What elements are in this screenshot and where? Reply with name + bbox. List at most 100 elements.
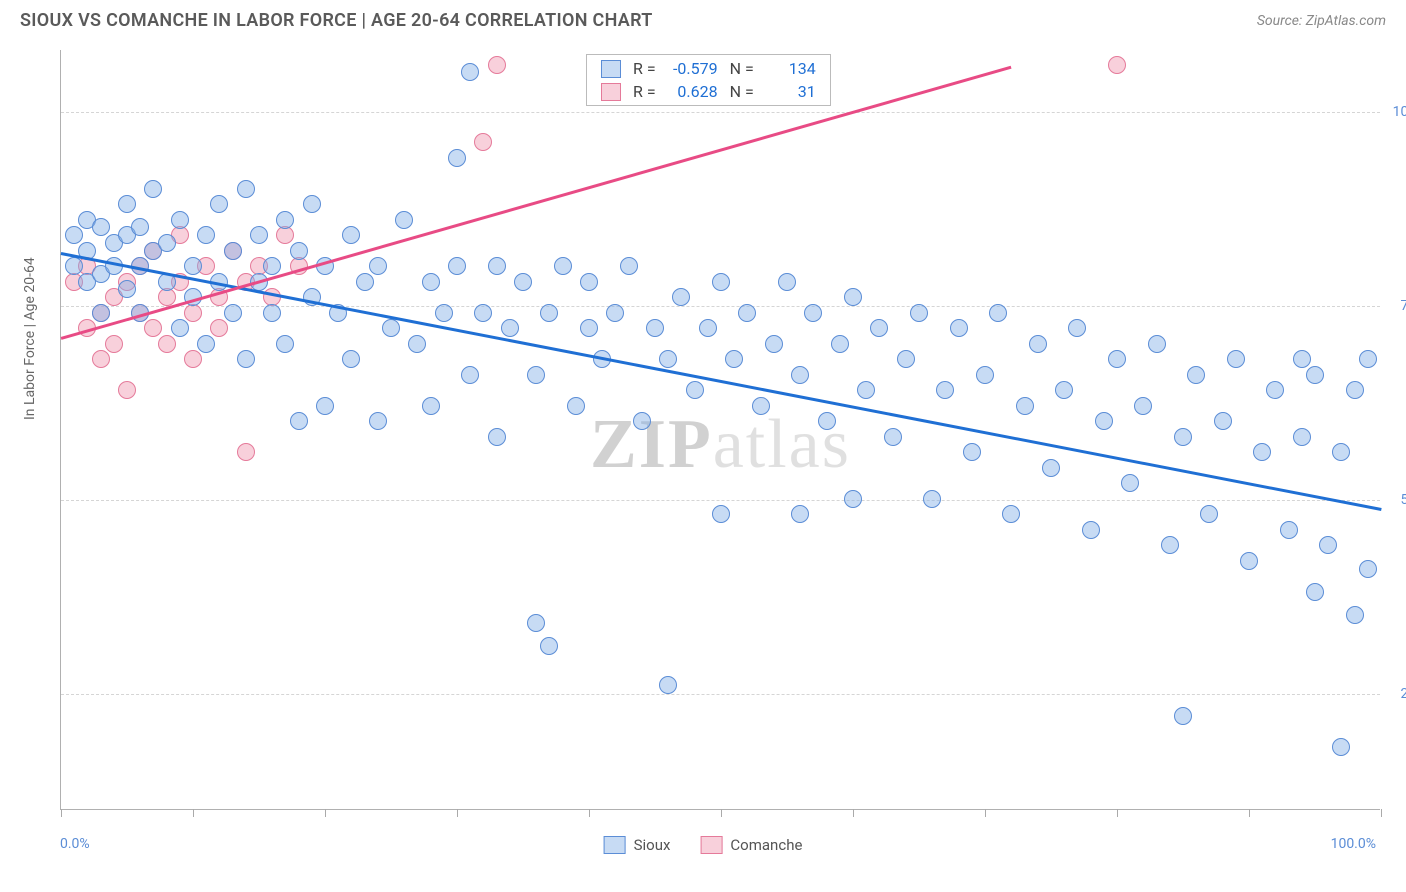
scatter-point-sioux	[171, 319, 189, 337]
stats-r-value: -0.579	[668, 59, 718, 78]
scatter-point-sioux	[791, 505, 809, 523]
scatter-point-sioux	[382, 319, 400, 337]
scatter-point-sioux	[765, 335, 783, 353]
scatter-point-sioux	[1161, 536, 1179, 554]
scatter-point-sioux	[1200, 505, 1218, 523]
scatter-point-sioux	[686, 381, 704, 399]
scatter-point-comanche	[237, 443, 255, 461]
scatter-point-comanche	[474, 133, 492, 151]
scatter-point-sioux	[263, 257, 281, 275]
scatter-point-sioux	[501, 319, 519, 337]
scatter-point-sioux	[1306, 366, 1324, 384]
scatter-point-sioux	[1214, 412, 1232, 430]
scatter-point-sioux	[897, 350, 915, 368]
scatter-point-sioux	[910, 304, 928, 322]
scatter-point-sioux	[144, 180, 162, 198]
scatter-point-comanche	[105, 335, 123, 353]
scatter-point-sioux	[1359, 350, 1377, 368]
scatter-point-sioux	[1240, 552, 1258, 570]
scatter-point-sioux	[1253, 443, 1271, 461]
scatter-point-sioux	[290, 412, 308, 430]
scatter-point-sioux	[567, 397, 585, 415]
scatter-point-sioux	[1108, 350, 1126, 368]
scatter-point-sioux	[1332, 443, 1350, 461]
scatter-point-sioux	[527, 366, 545, 384]
y-axis-label: In Labor Force | Age 20-64	[22, 257, 38, 420]
scatter-point-sioux	[1068, 319, 1086, 337]
scatter-point-sioux	[1306, 583, 1324, 601]
scatter-point-sioux	[659, 350, 677, 368]
legend-item-sioux: Sioux	[604, 836, 671, 854]
scatter-point-sioux	[1029, 335, 1047, 353]
x-axis-max-label: 100.0%	[1331, 836, 1376, 852]
scatter-point-comanche	[184, 304, 202, 322]
scatter-point-sioux	[92, 218, 110, 236]
scatter-point-sioux	[844, 490, 862, 508]
scatter-point-sioux	[752, 397, 770, 415]
scatter-point-sioux	[1187, 366, 1205, 384]
scatter-point-sioux	[488, 428, 506, 446]
scatter-point-sioux	[197, 226, 215, 244]
stats-n-label: N =	[730, 59, 754, 78]
scatter-point-sioux	[369, 412, 387, 430]
scatter-point-sioux	[210, 195, 228, 213]
stats-swatch-sioux	[601, 60, 621, 78]
scatter-point-sioux	[65, 226, 83, 244]
stats-n-value: 134	[766, 59, 816, 78]
scatter-point-sioux	[461, 63, 479, 81]
x-tick	[325, 809, 326, 817]
scatter-point-sioux	[1134, 397, 1152, 415]
y-tick-label: 25.0%	[1400, 686, 1406, 702]
scatter-point-sioux	[369, 257, 387, 275]
scatter-point-sioux	[1280, 521, 1298, 539]
y-tick-label: 75.0%	[1400, 298, 1406, 314]
scatter-point-sioux	[1174, 707, 1192, 725]
scatter-point-sioux	[633, 412, 651, 430]
scatter-point-comanche	[210, 319, 228, 337]
scatter-point-sioux	[92, 304, 110, 322]
gridline	[61, 500, 1380, 501]
scatter-point-sioux	[818, 412, 836, 430]
scatter-point-sioux	[738, 304, 756, 322]
scatter-point-comanche	[158, 335, 176, 353]
scatter-point-sioux	[197, 335, 215, 353]
scatter-point-sioux	[342, 350, 360, 368]
watermark-zip: ZIP	[590, 406, 713, 483]
regression-line-comanche	[61, 66, 1012, 340]
watermark: ZIPatlas	[590, 405, 851, 485]
scatter-point-sioux	[448, 149, 466, 167]
scatter-point-sioux	[1293, 428, 1311, 446]
scatter-point-sioux	[1332, 738, 1350, 756]
legend: Sioux Comanche	[604, 836, 803, 854]
y-tick-label: 50.0%	[1400, 492, 1406, 508]
chart-source: Source: ZipAtlas.com	[1257, 13, 1386, 29]
x-tick	[61, 809, 62, 817]
scatter-point-comanche	[158, 288, 176, 306]
scatter-point-sioux	[488, 257, 506, 275]
x-tick	[1249, 809, 1250, 817]
scatter-point-sioux	[1082, 521, 1100, 539]
scatter-point-sioux	[1293, 350, 1311, 368]
stats-row-sioux: R = -0.579 N = 134	[587, 57, 830, 80]
legend-swatch-comanche	[700, 836, 722, 854]
scatter-point-sioux	[672, 288, 690, 306]
scatter-point-comanche	[488, 56, 506, 74]
scatter-point-comanche	[144, 319, 162, 337]
gridline	[61, 306, 1380, 307]
scatter-point-sioux	[1174, 428, 1192, 446]
stats-box: R = -0.579 N = 134 R = 0.628 N = 31	[586, 54, 831, 106]
scatter-point-sioux	[884, 428, 902, 446]
y-tick-label: 100.0%	[1393, 104, 1406, 120]
scatter-point-sioux	[118, 280, 136, 298]
scatter-point-sioux	[263, 304, 281, 322]
scatter-point-sioux	[224, 304, 242, 322]
legend-label-sioux: Sioux	[634, 836, 671, 854]
scatter-point-sioux	[276, 335, 294, 353]
scatter-point-sioux	[237, 180, 255, 198]
chart-header: SIOUX VS COMANCHE IN LABOR FORCE | AGE 2…	[0, 0, 1406, 37]
scatter-point-sioux	[963, 443, 981, 461]
legend-item-comanche: Comanche	[700, 836, 802, 854]
scatter-point-sioux	[857, 381, 875, 399]
scatter-point-sioux	[1359, 560, 1377, 578]
scatter-point-sioux	[1266, 381, 1284, 399]
